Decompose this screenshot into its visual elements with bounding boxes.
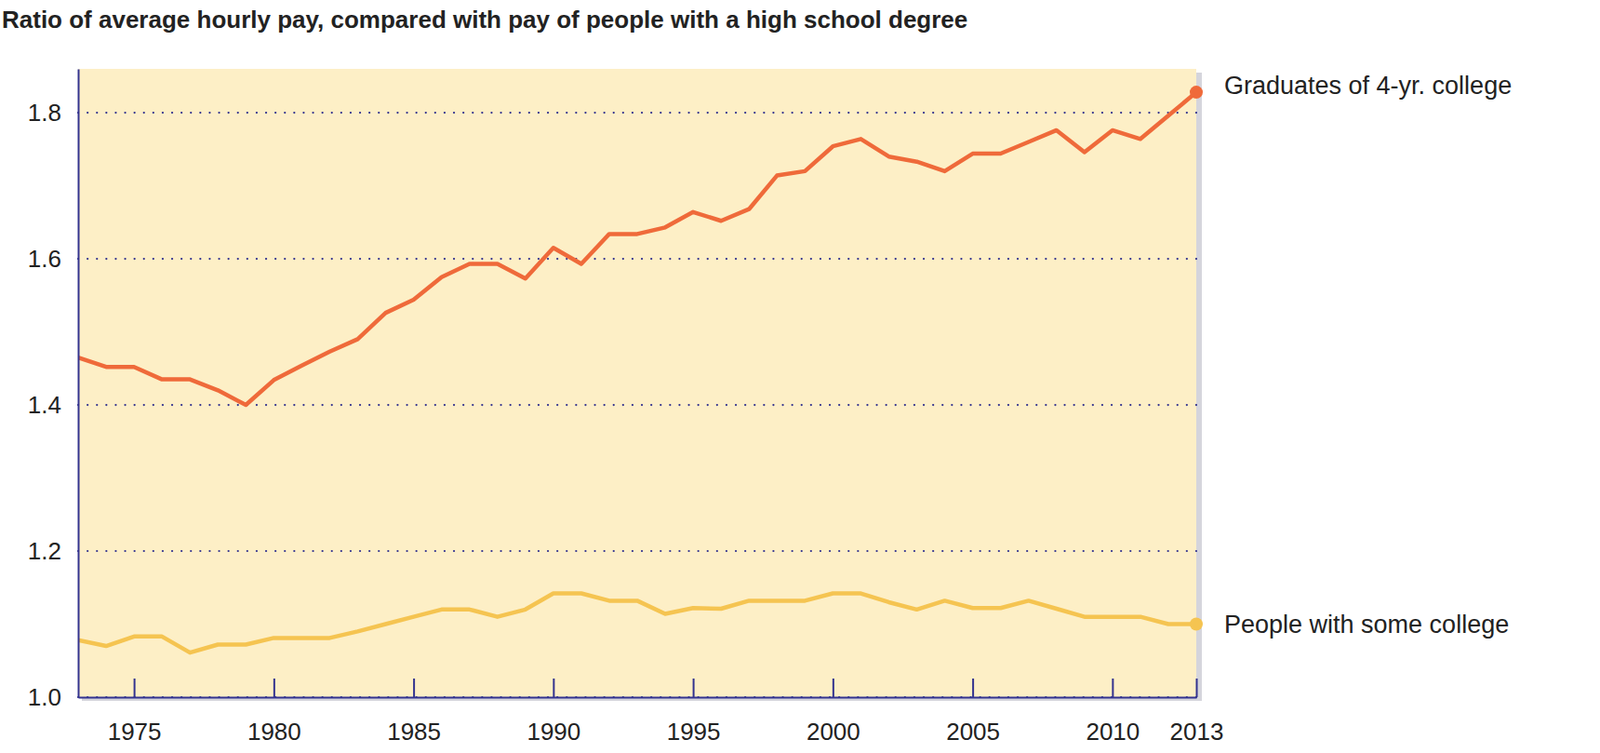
y-tick: 1.4	[27, 390, 79, 419]
x-tick: 1990	[526, 678, 581, 746]
x-tick-label: 1990	[526, 717, 581, 746]
x-tick: 1980	[247, 678, 302, 746]
series-label: Graduates of 4-yr. college	[1224, 71, 1512, 100]
x-tick: 1985	[386, 678, 441, 746]
y-tick-label: 1.8	[27, 98, 62, 127]
x-tick: 2005	[946, 678, 1000, 746]
end-marker	[1189, 617, 1203, 631]
x-tick-label: 1985	[386, 717, 441, 746]
x-tick-label: 2010	[1085, 717, 1140, 746]
y-tick: 1.2	[27, 536, 79, 565]
x-axis: 1975 1980 1985 1990 1995 2000 2005 2010 2013	[79, 678, 1225, 746]
lines	[78, 92, 1197, 653]
x-tick-mark	[832, 678, 835, 697]
y-tick: 1.0	[27, 682, 79, 711]
series-line	[78, 92, 1197, 405]
y-tick: 1.6	[27, 244, 79, 273]
x-tick-mark	[273, 678, 276, 697]
x-tick: 2000	[806, 678, 861, 746]
y-tick-label: 1.0	[27, 682, 62, 711]
y-tick-label: 1.4	[27, 390, 62, 419]
x-axis-line	[79, 696, 1198, 699]
grid-line	[78, 549, 1197, 552]
x-tick-label: 2005	[946, 717, 1000, 746]
x-tick-mark	[1196, 678, 1199, 697]
x-tick: 1975	[107, 678, 162, 746]
chart: Ratio of average hourly pay, compared wi…	[0, 0, 1600, 753]
y-axis-line	[78, 69, 80, 698]
x-tick: 1995	[666, 678, 721, 746]
y-tick-label: 1.6	[27, 244, 62, 273]
end-marker	[1189, 85, 1203, 99]
x-tick: 2013	[1170, 678, 1225, 746]
x-tick-label: 1995	[666, 717, 721, 746]
grid-line	[78, 257, 1197, 260]
y-tick-label: 1.2	[27, 536, 62, 565]
grid-line	[78, 695, 1197, 698]
x-tick-mark	[413, 678, 415, 697]
x-tick-mark	[972, 678, 974, 697]
title: Ratio of average hourly pay, compared wi…	[1, 5, 968, 34]
y-axis: 1.0 1.2 1.4 1.6 1.8	[27, 69, 80, 711]
x-tick-label: 2013	[1170, 717, 1225, 746]
y-tick: 1.8	[27, 98, 79, 127]
x-tick-mark	[693, 678, 695, 697]
x-tick-label: 2000	[806, 717, 861, 746]
x-tick-mark	[1111, 678, 1114, 697]
grid-line	[78, 111, 1197, 114]
plot-area	[78, 68, 1197, 697]
x-tick-label: 1975	[107, 717, 162, 746]
x-tick-mark	[552, 678, 555, 697]
x-tick-label: 1980	[247, 717, 302, 746]
series-line	[78, 593, 1197, 654]
x-tick: 2010	[1085, 678, 1140, 746]
series-label: People with some college	[1224, 610, 1509, 639]
x-tick-mark	[133, 678, 136, 697]
